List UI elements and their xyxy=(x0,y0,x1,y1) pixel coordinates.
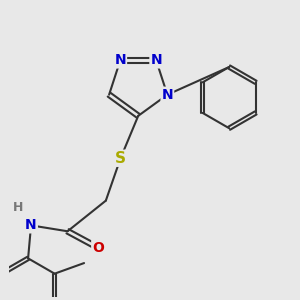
Text: N: N xyxy=(150,53,162,68)
Text: N: N xyxy=(161,88,173,102)
Text: S: S xyxy=(115,151,126,166)
Text: N: N xyxy=(114,53,126,68)
Text: O: O xyxy=(92,241,104,255)
Text: H: H xyxy=(13,201,23,214)
Text: N: N xyxy=(25,218,37,233)
